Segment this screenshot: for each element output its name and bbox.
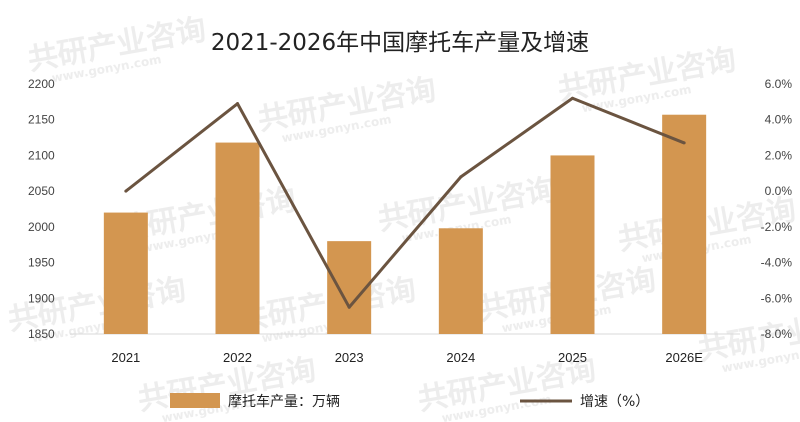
x-tick-label: 2022 <box>223 350 252 365</box>
legend-bar-swatch <box>170 393 220 408</box>
y-left-tick-label: 2050 <box>28 184 55 198</box>
y-right-tick-label: -8.0% <box>761 327 793 341</box>
y-left-tick-label: 2150 <box>28 113 55 127</box>
growth-point-2021 <box>124 189 128 193</box>
y-left-tick-label: 1850 <box>28 327 55 341</box>
y-left-tick-label: 1950 <box>28 256 55 270</box>
legend-bar-label: 摩托车产量：万辆 <box>228 393 340 410</box>
y-right-tick-label: 6.0% <box>765 77 793 91</box>
growth-point-2025 <box>571 96 574 100</box>
growth-line <box>124 96 685 309</box>
growth-point-2024 <box>459 175 463 179</box>
bar-2024 <box>438 228 483 334</box>
y-axis-left: 1850 1900 1950 2000 2050 2100 2150 2200 <box>28 77 55 341</box>
line-series <box>124 96 686 309</box>
bar-2026E <box>662 114 707 334</box>
y-right-tick-label: -4.0% <box>761 256 793 270</box>
legend: 摩托车产量：万辆 增速（%） <box>170 393 649 410</box>
y-left-tick-label: 2200 <box>28 77 55 91</box>
y-left-tick-label: 1900 <box>28 291 55 305</box>
y-right-tick-label: -2.0% <box>761 220 793 234</box>
y-right-tick-label: 2.0% <box>765 148 793 162</box>
growth-point-2023 <box>347 305 351 309</box>
y-left-tick-label: 2000 <box>28 220 55 234</box>
x-axis: 2021 2022 2023 2024 2025 2026E <box>111 350 703 365</box>
bar-2021 <box>103 212 148 334</box>
growth-point-2026E <box>682 141 686 145</box>
bar-series <box>103 114 707 334</box>
x-tick-label: 2023 <box>335 350 364 365</box>
bar-2022 <box>215 142 260 334</box>
y-right-tick-label: -6.0% <box>761 291 793 305</box>
chart-title: 2021-2026年中国摩托车产量及增速 <box>211 30 589 56</box>
bar-2023 <box>327 241 372 334</box>
x-tick-label: 2026E <box>665 350 703 365</box>
x-tick-label: 2025 <box>558 350 587 365</box>
growth-point-2022 <box>236 102 239 106</box>
legend-line-label: 增速（%） <box>580 394 649 410</box>
y-right-tick-label: 0.0% <box>765 184 793 198</box>
y-right-tick-label: 4.0% <box>765 113 793 127</box>
bar-2025 <box>550 155 595 334</box>
x-tick-label: 2021 <box>111 350 140 365</box>
x-tick-label: 2024 <box>446 350 475 365</box>
y-axis-right: -8.0% -6.0% -4.0% -2.0% 0.0% 2.0% 4.0% 6.0% <box>761 77 793 341</box>
y-left-tick-label: 2100 <box>28 148 55 162</box>
